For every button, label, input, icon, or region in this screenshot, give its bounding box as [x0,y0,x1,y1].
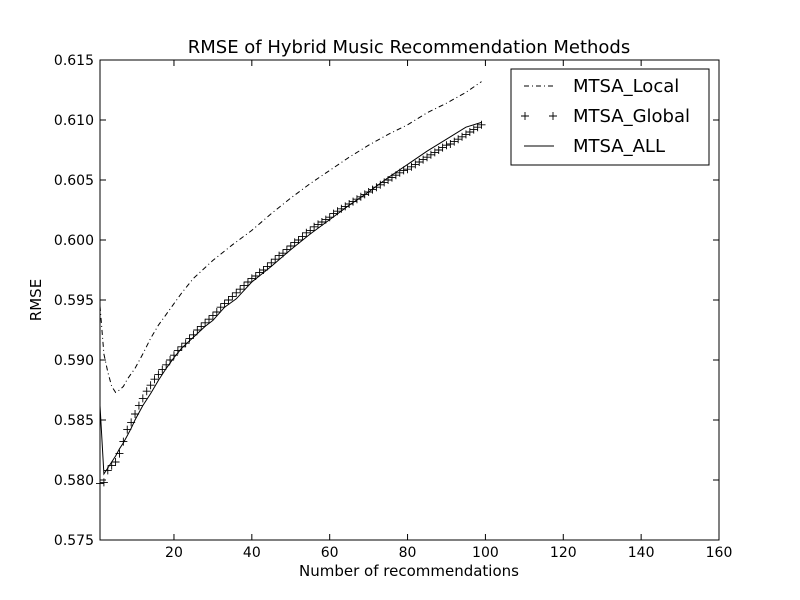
y-tick-label: 0.595 [54,293,94,309]
x-tick-label: 60 [321,545,339,561]
y-tick-label: 0.610 [54,113,94,129]
data-point-plus [138,394,147,403]
ticks-layer: 20 40 60 80 100 120 140 160 0.575 0.580 0.585 0.590… [54,53,732,561]
series-mtsa-local [99,81,482,394]
chart-title: RMSE of Hybrid Music Recommendation Meth… [188,37,631,58]
data-point-plus [150,375,159,384]
data-point-plus [442,141,451,150]
data-point-plus [205,315,214,324]
x-tick-label: 160 [706,545,733,561]
y-tick-label: 0.600 [54,233,94,249]
y-tick-label: 0.605 [54,173,94,189]
data-point-plus [177,342,186,351]
data-point-plus [477,120,486,129]
series-layer [96,81,486,488]
data-point-plus [399,166,408,175]
legend-box [510,68,710,166]
data-point-plus [220,299,229,308]
y-tick-label: 0.575 [54,533,94,549]
data-point-plus [267,258,276,267]
x-tick-label: 120 [550,545,577,561]
y-tick-label: 0.580 [54,473,94,489]
x-axis-label: Number of recommendations [299,562,519,580]
series-mtsa-global [96,120,486,488]
data-point-plus [236,285,245,294]
data-point-plus [224,296,233,304]
data-point-plus [298,232,307,241]
data-point-plus [271,255,280,264]
data-point-plus [208,311,217,320]
data-point-plus [549,112,557,120]
data-point-plus [521,112,529,120]
data-point-plus [286,242,295,250]
x-tick-label: 140 [628,545,655,561]
y-axis-label: RMSE [27,279,45,321]
data-point-plus [193,326,202,334]
data-point-plus [142,387,151,396]
x-tick-label: 100 [472,545,499,561]
data-point-plus [212,308,221,316]
data-point-plus [154,370,163,379]
data-point-plus [181,339,190,348]
data-point-plus [232,288,241,297]
data-point-plus [216,303,225,312]
data-point-plus [294,236,303,244]
data-point-plus [201,318,210,327]
y-tick-label: 0.585 [54,413,94,429]
data-point-plus [119,437,128,446]
y-tick-label: 0.590 [54,353,94,369]
series-line [99,121,482,476]
legend-entry: MTSA_Local [524,76,679,97]
x-tick-label: 40 [243,545,261,561]
data-point-plus [197,322,206,331]
data-point-plus [240,281,249,290]
y-tick-label: 0.615 [54,53,94,69]
legend-entry: MTSA_Global [521,106,690,127]
series-line [99,81,482,394]
plot-area-frame [99,59,720,541]
legend-label: MTSA_Global [573,106,690,127]
data-point-plus [282,245,291,254]
data-point-plus [243,278,252,286]
legend-label: MTSA_Local [573,76,679,97]
legend-entry: MTSA_ALL [524,136,665,157]
legend-label: MTSA_ALL [573,136,665,157]
data-point-plus [228,292,237,301]
x-tick-label: 20 [165,545,183,561]
data-point-plus [146,381,155,390]
series-mtsa-all [99,121,482,476]
data-point-plus [111,458,120,466]
x-tick-label: 80 [399,545,417,561]
data-point-plus [306,226,315,235]
legend: MTSA_Local MTSA_Global MTSA_ALL [510,68,710,166]
data-point-plus [134,401,143,410]
